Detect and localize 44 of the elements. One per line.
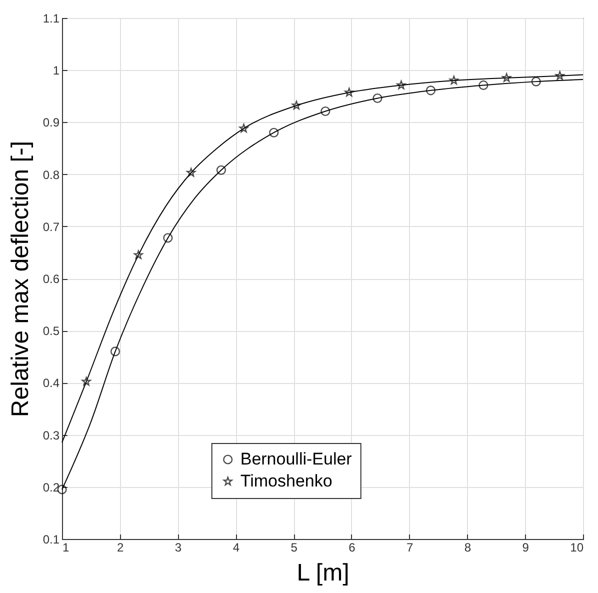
x-tick-label: 10 <box>570 540 584 554</box>
y-axis-title: Relative max deflection [-] <box>6 140 34 418</box>
x-tick-label: 7 <box>406 540 414 554</box>
point <box>344 88 354 96</box>
y-tick-label: 0.9 <box>42 116 60 130</box>
y-tick-label: 0.1 <box>42 532 60 546</box>
point <box>396 80 406 90</box>
point <box>449 76 458 85</box>
point <box>320 106 330 116</box>
point <box>372 93 382 104</box>
point <box>426 86 436 96</box>
point <box>110 346 120 356</box>
point <box>555 71 564 80</box>
point <box>82 376 91 386</box>
x-tick-label: 4 <box>232 540 240 554</box>
point <box>502 73 512 82</box>
y-tick-label: 0.7 <box>42 220 60 234</box>
x-tick-label: 1 <box>62 540 70 554</box>
point <box>163 233 173 243</box>
y-tick-label: 0.8 <box>42 168 60 182</box>
x-tick-label: 6 <box>348 540 356 554</box>
y-tick-label: 1 <box>52 64 60 78</box>
x-tick-label: 9 <box>522 540 530 554</box>
x-tick-label: 3 <box>174 540 182 554</box>
y-tick-label: 0.6 <box>42 272 60 286</box>
point <box>239 124 248 132</box>
point <box>216 165 226 175</box>
legend-label: Bernoulli-Euler <box>240 450 352 468</box>
x-axis-title: L [m] <box>296 560 350 586</box>
legend-label: Timoshenko <box>240 472 332 490</box>
point <box>269 128 279 138</box>
point <box>531 76 541 86</box>
y-tick-label: 0.5 <box>42 324 60 338</box>
x-tick-label: 2 <box>117 540 124 554</box>
x-tick-label: 5 <box>290 540 298 554</box>
point <box>134 250 143 260</box>
point <box>478 80 488 90</box>
y-tick-label: 1.1 <box>42 12 60 26</box>
y-tick-label: 0.4 <box>42 376 60 390</box>
y-tick-label: 0.2 <box>42 480 60 494</box>
point <box>186 168 196 177</box>
y-tick-label: 0.3 <box>42 428 60 442</box>
point <box>292 100 302 110</box>
x-tick-label: 8 <box>464 540 472 554</box>
